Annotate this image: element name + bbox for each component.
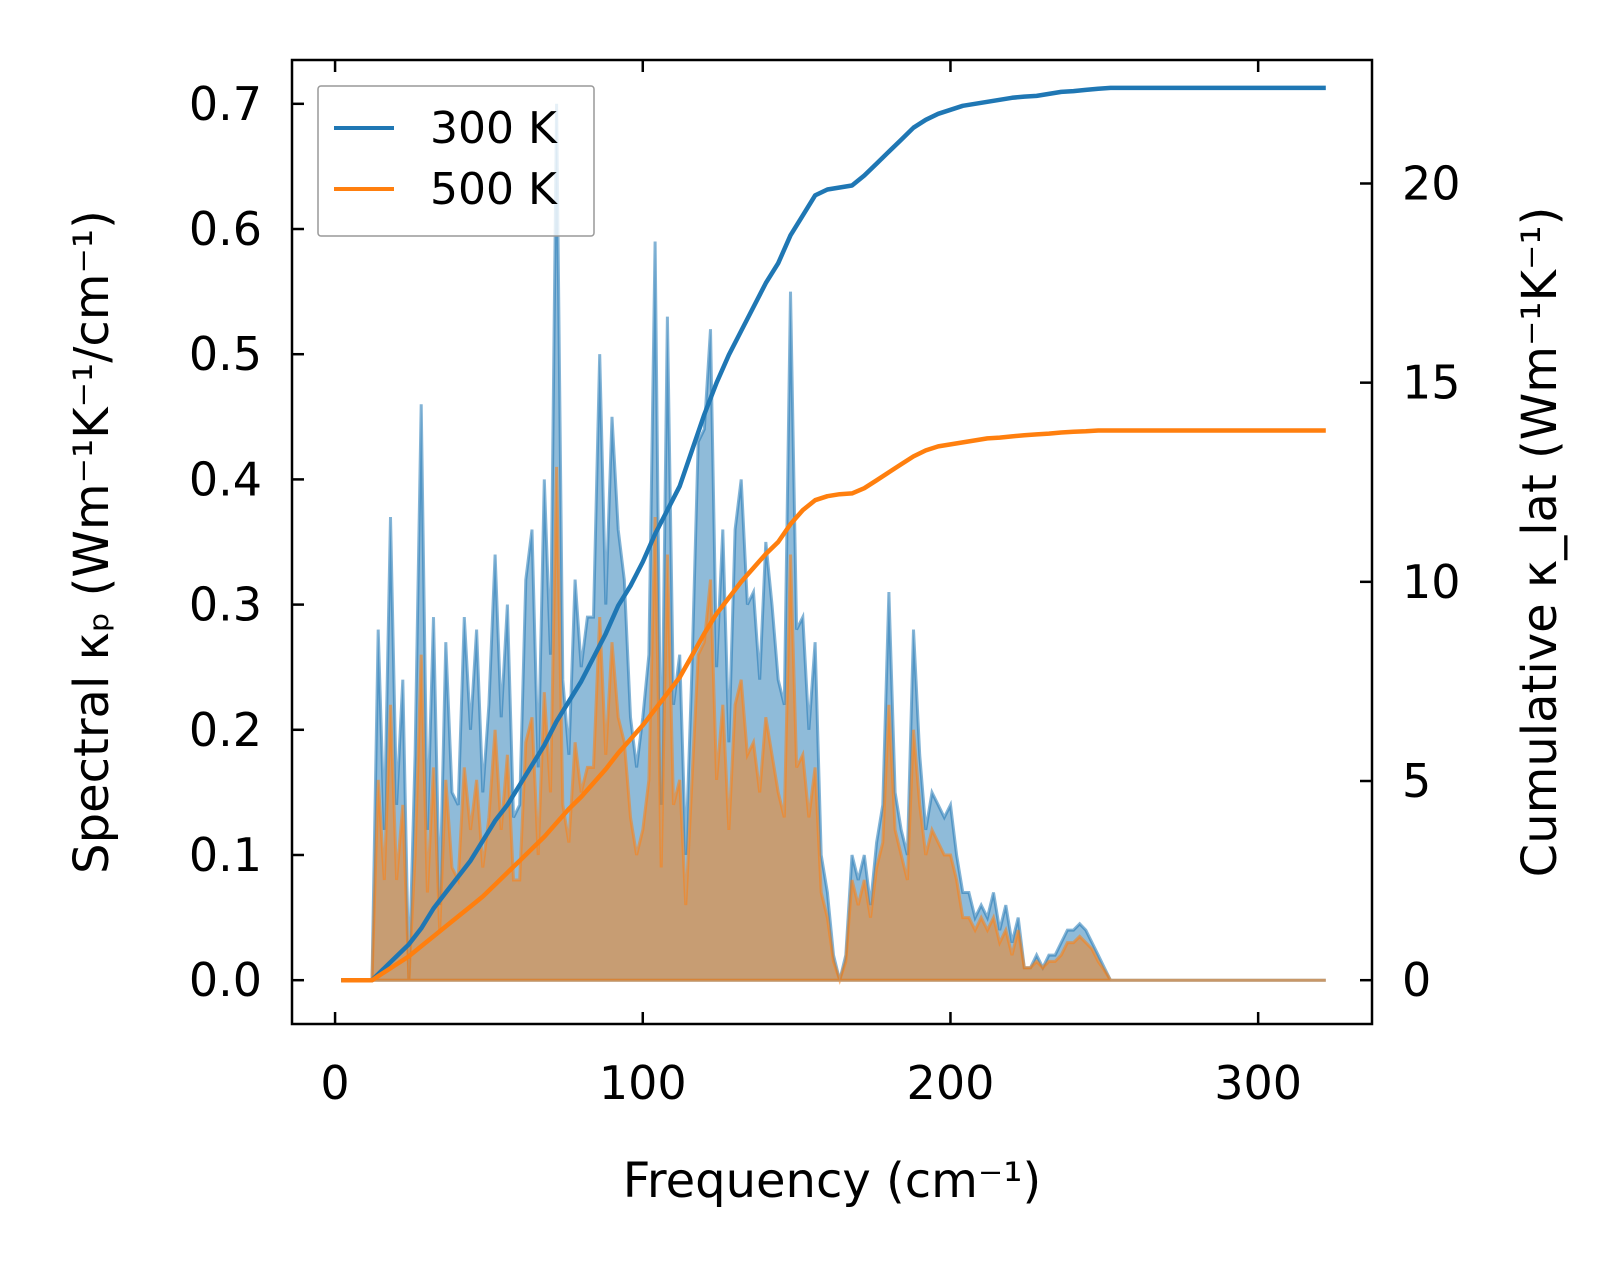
x-axis-title: Frequency (cm⁻¹): [623, 1153, 1041, 1209]
spectral-fills: [341, 103, 1326, 986]
cumulative-line-500k: [341, 428, 1326, 983]
legend-label-300k: 300 K: [430, 103, 558, 154]
y-left-tick-label: 0.5: [189, 327, 262, 381]
left-axis-title: Spectral κₚ (Wm⁻¹K⁻¹/cm⁻¹): [64, 210, 120, 874]
axis-ticks: 0 100 200 300 0.0 0.1 0.2 0.3 0.4 0.5 0.6 0.7 0 5 10 15…: [189, 60, 1461, 1110]
y-left-tick-label: 0.7: [189, 77, 262, 131]
x-tick-label: 0: [320, 1056, 349, 1110]
y-right-tick-label: 10: [1402, 555, 1461, 609]
legend-box: [317, 85, 595, 237]
y-right-tick-label: 5: [1402, 754, 1431, 808]
spectral-area-500k: [341, 466, 1326, 986]
legend-label-500k: 500 K: [430, 164, 558, 215]
y-right-tick-label: 20: [1402, 156, 1461, 210]
y-left-tick-label: 0.1: [189, 828, 262, 882]
cumulative-line-300k: [341, 85, 1326, 983]
y-left-tick-label: 0.6: [189, 202, 262, 256]
x-tick-label: 100: [599, 1056, 687, 1110]
y-left-tick-label: 0.0: [189, 953, 262, 1007]
spectral-area-300k: [341, 103, 1326, 982]
y-right-tick-label: 15: [1402, 356, 1461, 410]
y-left-tick-label: 0.4: [189, 452, 262, 506]
y-left-tick-label: 0.3: [189, 578, 262, 632]
x-tick-label: 300: [1214, 1056, 1302, 1110]
y-right-tick-label: 0: [1402, 953, 1431, 1007]
y-left-tick-label: 0.2: [189, 703, 262, 757]
plot-frame: [290, 58, 1374, 1026]
right-axis-title: Cumulative κ_lat (Wm⁻¹K⁻¹): [1512, 207, 1568, 878]
series-lines: [341, 85, 1326, 983]
x-tick-label: 200: [907, 1056, 995, 1110]
legend: 300 K 500 K: [317, 85, 595, 237]
